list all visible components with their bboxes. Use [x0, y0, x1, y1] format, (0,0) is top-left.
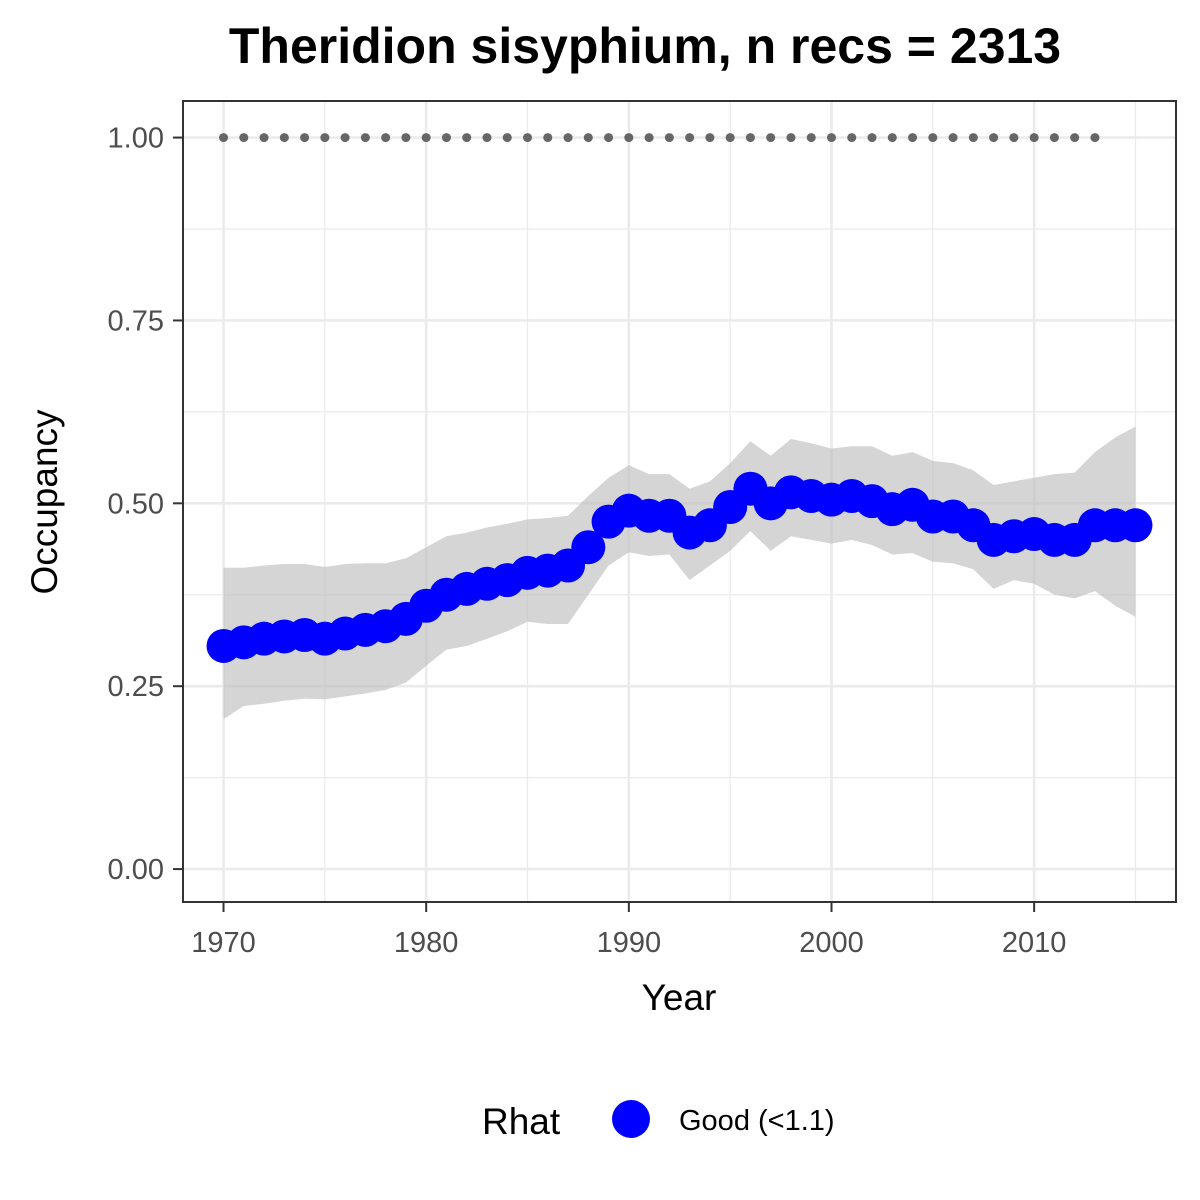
upper-bound-dot: [604, 133, 614, 143]
upper-bound-dot: [523, 133, 533, 143]
upper-bound-dot: [887, 133, 897, 143]
upper-bound-dot: [563, 133, 573, 143]
upper-bound-dot: [360, 133, 370, 143]
legend-key-good: [612, 1100, 650, 1138]
upper-bound-dot: [847, 133, 857, 143]
y-tick-label: 0.50: [108, 488, 164, 520]
upper-bound-dot: [1009, 133, 1019, 143]
credible-interval-ribbon-layer: [223, 426, 1136, 720]
upper-bound-dot: [968, 133, 978, 143]
upper-bound-dot: [1070, 133, 1080, 143]
y-tick-label: 0.00: [108, 854, 164, 886]
panel-border: [182, 100, 1177, 903]
x-axis-title: Year: [642, 977, 717, 1018]
upper-bound-dot: [320, 133, 330, 143]
upper-bound-dot: [441, 133, 451, 143]
upper-bound-dot: [279, 133, 289, 143]
legend-label-good: Good (<1.1): [679, 1105, 835, 1137]
x-tick-label: 1990: [597, 927, 662, 959]
axes: 1970 1980 1990 2000 2010 0.00 0.25 0.50 0.75 1.00: [108, 123, 1067, 959]
upper-bound-dot: [867, 133, 877, 143]
upper-bound-dot: [340, 133, 350, 143]
upper-bound-dot: [948, 133, 958, 143]
upper-bound-dot: [826, 133, 836, 143]
upper-bound-dot: [908, 133, 918, 143]
credible-interval-ribbon: [223, 426, 1136, 720]
upper-bound-dot: [219, 133, 229, 143]
legend-title: Rhat: [482, 1101, 561, 1142]
upper-bound-dot: [300, 133, 310, 143]
upper-bound-dot: [259, 133, 269, 143]
upper-bound-dot: [462, 133, 472, 143]
upper-bound-dot: [745, 133, 755, 143]
x-tick-label: 1980: [394, 927, 459, 959]
upper-bound-dot: [786, 133, 796, 143]
upper-bound-dot: [644, 133, 654, 143]
upper-bound-dot: [1090, 133, 1100, 143]
upper-bound-dot: [583, 133, 593, 143]
chart-title: Theridion sisyphium, n recs = 2313: [229, 18, 1061, 74]
x-tick-label: 1970: [191, 927, 256, 959]
upper-bound-dot: [401, 133, 411, 143]
upper-bound-dot: [381, 133, 391, 143]
upper-bound-dot: [928, 133, 938, 143]
upper-bound-dot: [705, 133, 715, 143]
y-tick-label: 0.75: [108, 305, 164, 337]
upper-bound-dot: [624, 133, 634, 143]
upper-bound-dot: [685, 133, 695, 143]
upper-bound-dot: [725, 133, 735, 143]
upper-bound-dot: [806, 133, 816, 143]
occupancy-point: [1118, 508, 1153, 543]
upper-bound-dot: [766, 133, 776, 143]
upper-bound-dot: [421, 133, 431, 143]
y-tick-label: 0.25: [108, 671, 164, 703]
upper-bound-dot: [482, 133, 492, 143]
y-tick-label: 1.00: [108, 123, 164, 155]
legend: Rhat Good (<1.1): [482, 1100, 835, 1142]
upper-bound-dot: [239, 133, 249, 143]
upper-bound-dot: [1029, 133, 1039, 143]
upper-bound-dot: [989, 133, 999, 143]
x-tick-label: 2010: [1002, 927, 1067, 959]
upper-bound-dot: [1049, 133, 1059, 143]
x-tick-label: 2000: [799, 927, 864, 959]
upper-bound-dot: [502, 133, 512, 143]
upper-bound-dotted-line-layer: [219, 133, 1100, 143]
upper-bound-dot: [664, 133, 674, 143]
y-axis-title: Occupancy: [24, 409, 65, 595]
upper-bound-dot: [543, 133, 553, 143]
occupancy-points-layer: [206, 471, 1153, 663]
occupancy-point: [571, 530, 606, 565]
